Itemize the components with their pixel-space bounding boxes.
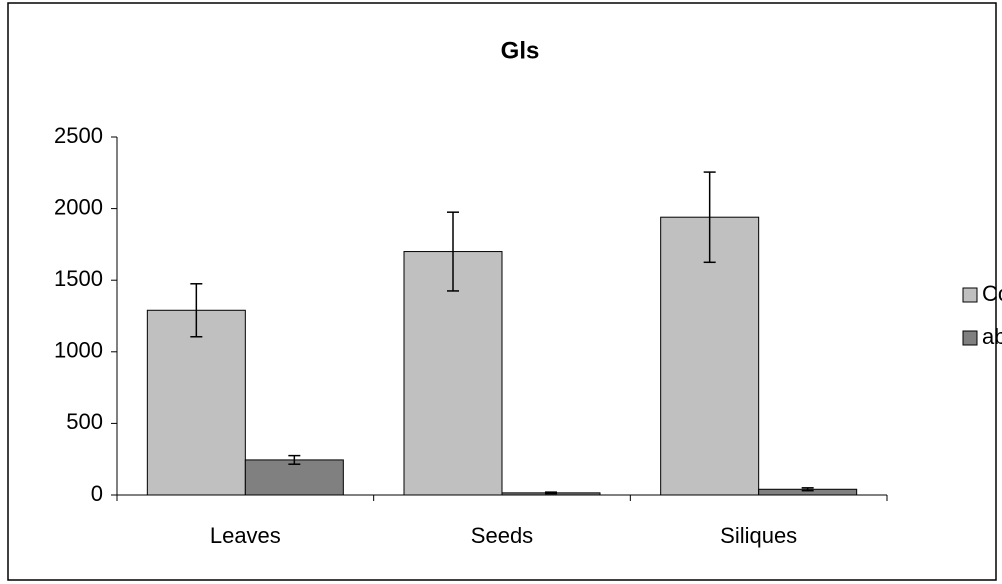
x-tick-label: Seeds — [471, 523, 533, 548]
legend-label: ab — [982, 324, 1002, 349]
legend-swatch — [962, 330, 978, 346]
error-bar — [447, 211, 459, 292]
bar — [244, 459, 344, 496]
legend-swatch — [962, 287, 978, 303]
y-tick-label: 0 — [91, 481, 103, 506]
bar — [146, 309, 246, 496]
y-tick-label: 1500 — [54, 266, 103, 291]
legend-label: Col-0 — [982, 281, 1002, 306]
error-bar — [703, 171, 716, 264]
chart-title: Gls — [501, 37, 540, 64]
error-bar — [288, 454, 301, 465]
x-tick-label: Leaves — [210, 523, 281, 548]
bar — [660, 216, 760, 496]
error-bar — [545, 491, 557, 495]
error-bar — [801, 487, 814, 492]
y-tick-label: 2500 — [54, 123, 103, 148]
x-tick-label: Siliques — [720, 523, 797, 548]
y-tick-label: 500 — [66, 409, 103, 434]
y-tick-label: 2000 — [54, 194, 103, 219]
error-bar — [190, 283, 203, 338]
y-tick-label: 1000 — [54, 338, 103, 363]
